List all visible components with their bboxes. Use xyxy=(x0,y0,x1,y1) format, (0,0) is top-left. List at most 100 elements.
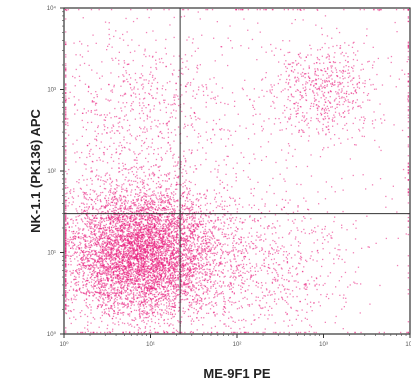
event-point xyxy=(176,237,178,239)
event-point xyxy=(157,262,159,265)
event-point xyxy=(139,292,141,294)
event-point xyxy=(219,219,222,221)
event-point xyxy=(138,260,140,262)
event-point xyxy=(206,232,208,234)
event-point xyxy=(103,279,105,281)
event-point xyxy=(137,244,139,246)
event-point xyxy=(105,216,108,218)
event-point xyxy=(98,326,100,328)
event-point xyxy=(123,238,125,240)
event-point xyxy=(113,188,116,190)
event-point xyxy=(214,196,216,198)
event-point xyxy=(97,267,99,269)
event-point xyxy=(113,243,115,245)
event-point xyxy=(80,292,83,294)
event-point xyxy=(143,298,145,300)
event-point xyxy=(175,200,177,202)
event-point xyxy=(124,225,126,227)
event-point xyxy=(120,236,123,238)
event-point xyxy=(120,217,122,219)
event-point xyxy=(103,242,105,244)
event-point xyxy=(220,196,223,198)
event-point xyxy=(127,230,129,232)
event-point xyxy=(158,254,160,256)
event-point xyxy=(213,248,216,250)
event-point xyxy=(113,309,115,312)
event-point xyxy=(119,286,122,288)
event-point xyxy=(131,281,133,283)
event-point xyxy=(159,281,161,283)
event-point xyxy=(121,290,123,292)
event-point xyxy=(139,243,141,245)
event-point xyxy=(192,215,194,217)
event-point xyxy=(168,244,170,246)
event-point xyxy=(123,281,125,283)
event-point xyxy=(124,207,126,209)
event-point xyxy=(130,323,132,325)
event-point xyxy=(95,193,98,195)
event-point xyxy=(109,178,112,180)
event-point xyxy=(175,269,177,271)
event-point xyxy=(141,251,143,253)
event-point xyxy=(151,254,153,257)
event-point xyxy=(68,241,70,243)
event-point xyxy=(216,291,218,294)
event-point xyxy=(243,267,245,270)
event-point xyxy=(90,258,92,260)
event-point xyxy=(167,206,169,208)
event-point xyxy=(177,284,179,286)
event-point xyxy=(115,317,117,319)
event-point xyxy=(152,255,154,257)
event-point xyxy=(128,247,130,249)
event-point xyxy=(144,286,146,288)
event-point xyxy=(120,292,122,294)
event-point xyxy=(141,166,143,168)
event-point xyxy=(147,251,149,253)
event-point xyxy=(97,306,99,308)
event-point xyxy=(104,288,106,291)
event-point xyxy=(107,250,109,252)
event-point xyxy=(156,233,158,235)
event-point xyxy=(144,250,146,252)
event-point xyxy=(83,235,86,237)
event-point xyxy=(99,228,101,230)
event-point xyxy=(157,313,159,315)
event-point xyxy=(112,253,114,256)
event-point xyxy=(133,165,135,168)
event-point xyxy=(111,255,113,257)
event-point xyxy=(78,247,81,250)
event-point xyxy=(187,200,189,202)
event-point xyxy=(196,271,198,273)
event-point xyxy=(76,281,78,284)
event-point xyxy=(89,268,91,271)
event-point xyxy=(110,185,112,187)
event-point xyxy=(189,235,191,237)
event-point xyxy=(79,241,81,243)
event-point xyxy=(65,185,67,187)
event-point xyxy=(150,253,153,255)
event-point xyxy=(112,193,115,195)
event-point xyxy=(71,218,73,220)
event-point xyxy=(124,228,126,230)
event-point xyxy=(121,287,123,289)
event-point xyxy=(99,290,101,292)
event-point xyxy=(108,258,110,260)
event-point xyxy=(113,236,116,238)
event-point xyxy=(141,235,143,238)
event-point xyxy=(208,248,210,250)
event-point xyxy=(136,289,138,291)
event-point xyxy=(168,173,170,176)
event-point xyxy=(162,237,165,239)
event-point xyxy=(100,215,102,217)
event-point xyxy=(116,244,118,246)
event-point xyxy=(158,207,161,210)
event-point xyxy=(181,232,183,235)
event-point xyxy=(112,282,114,284)
event-point xyxy=(153,286,155,288)
event-point xyxy=(135,287,137,289)
event-point xyxy=(178,239,180,242)
event-point xyxy=(168,262,170,265)
event-point xyxy=(197,245,199,248)
event-point xyxy=(232,272,235,275)
event-point xyxy=(148,252,150,254)
